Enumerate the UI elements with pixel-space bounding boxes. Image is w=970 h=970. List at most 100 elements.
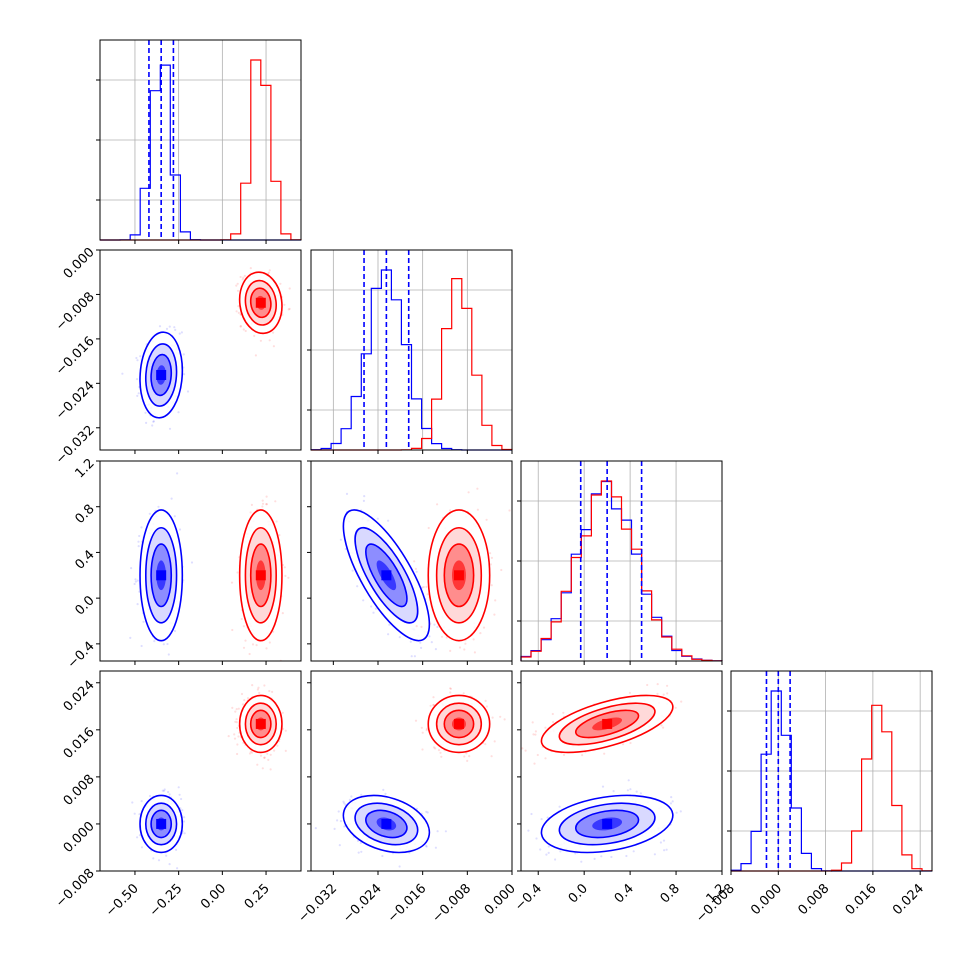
scatter-panel-3-0 (99, 670, 302, 872)
xtick-label-2-1: 0.0 (566, 881, 591, 906)
point (670, 796, 673, 799)
panel-content-3-0 (131, 684, 287, 870)
point (409, 640, 412, 643)
point (427, 526, 430, 530)
point (494, 599, 497, 602)
point (574, 852, 577, 855)
point (500, 568, 503, 572)
point (356, 839, 360, 843)
point (646, 683, 649, 687)
xtick-label-2-0: −0.4 (512, 881, 545, 914)
point (268, 689, 271, 693)
point (625, 854, 628, 858)
point (429, 704, 432, 707)
point (261, 502, 265, 505)
point (381, 854, 384, 858)
point (263, 756, 266, 759)
point (468, 755, 471, 758)
point (350, 795, 353, 798)
point (167, 790, 170, 794)
point (449, 691, 452, 694)
point (493, 740, 496, 743)
ytick-label-1-2: −0.016 (53, 334, 98, 379)
point (173, 629, 177, 633)
point (182, 820, 186, 823)
point (265, 503, 268, 506)
xtick-label-1-2: −0.016 (385, 881, 430, 926)
point (254, 354, 257, 357)
density-peak-red (453, 570, 464, 581)
point (138, 534, 141, 538)
point (669, 802, 673, 805)
point (137, 545, 140, 548)
point (484, 743, 487, 746)
point (269, 768, 272, 771)
point (414, 719, 418, 722)
point (237, 311, 240, 314)
point (231, 706, 234, 710)
point (629, 741, 632, 745)
point (363, 495, 366, 498)
point (182, 353, 185, 356)
point (499, 715, 502, 718)
scatter-2-1-frame (310, 460, 513, 662)
point (343, 802, 346, 805)
density-peak-red (602, 718, 613, 729)
point (136, 359, 139, 362)
point (359, 841, 362, 845)
point (430, 641, 433, 644)
point (272, 345, 275, 348)
point (351, 569, 354, 572)
point (136, 579, 139, 582)
point (490, 556, 493, 560)
point (266, 752, 269, 755)
point (263, 756, 266, 759)
point (138, 813, 141, 816)
ytick-label-3-0: −0.008 (53, 866, 98, 911)
point (345, 492, 349, 495)
point (484, 699, 487, 703)
point (376, 517, 379, 520)
point (261, 499, 264, 502)
hist-2-red-series (520, 480, 723, 662)
ytick-label-2-1: 0.0 (72, 593, 97, 618)
point (333, 827, 336, 831)
point (629, 788, 632, 791)
point (413, 560, 416, 563)
point (425, 727, 429, 730)
point (415, 570, 418, 573)
point (357, 851, 360, 854)
point (236, 743, 239, 746)
point (603, 752, 606, 755)
point (251, 643, 255, 646)
point (177, 786, 180, 789)
point (472, 638, 475, 641)
point (674, 706, 677, 709)
point (653, 853, 657, 856)
point (267, 758, 270, 762)
point (137, 540, 140, 543)
point (231, 628, 234, 632)
point (165, 327, 169, 330)
point (239, 325, 242, 328)
point (236, 752, 239, 756)
point (370, 605, 373, 608)
point (133, 582, 136, 586)
point (241, 703, 244, 706)
point (671, 800, 674, 803)
point (425, 810, 428, 813)
point (129, 636, 132, 640)
point (420, 726, 423, 729)
point (248, 752, 252, 755)
point (235, 721, 238, 724)
point (235, 284, 238, 287)
ytick-label-3-1: 0.000 (61, 819, 98, 856)
point (275, 520, 278, 523)
density-peak-blue (602, 818, 613, 829)
point (180, 797, 183, 801)
density-peak-red (453, 718, 464, 729)
point (428, 635, 431, 638)
point (545, 853, 548, 856)
point (627, 779, 630, 782)
density-peak-red (255, 718, 266, 729)
